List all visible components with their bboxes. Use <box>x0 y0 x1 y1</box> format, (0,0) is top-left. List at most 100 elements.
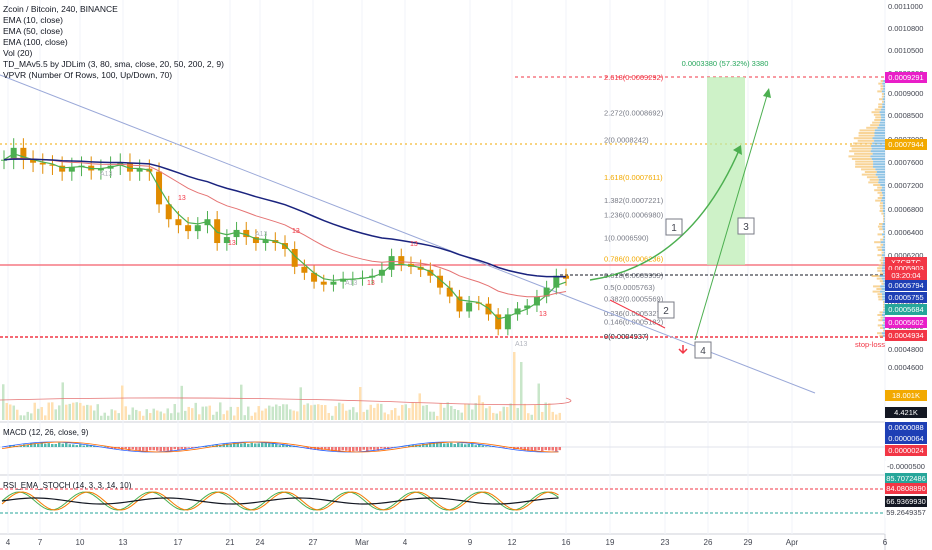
price-label-badge: 0.0005755 <box>885 292 927 303</box>
vpvr-bar <box>884 236 885 238</box>
vpvr-bar <box>862 174 876 176</box>
vpvr-bar <box>850 145 871 147</box>
volume-bar <box>261 411 264 420</box>
macd-histogram-bar <box>244 443 247 447</box>
volume-bar <box>489 406 492 420</box>
vpvr-bar <box>878 298 882 300</box>
volume-bar <box>394 408 397 420</box>
candle-body <box>214 219 220 243</box>
volume-bar <box>79 403 82 420</box>
candle-body <box>234 230 240 237</box>
vpvr-bar <box>874 189 880 191</box>
x-tick-label: Apr <box>786 538 799 547</box>
vpvr-bar <box>874 132 885 134</box>
vpvr-bar <box>865 171 877 173</box>
volume-bar <box>156 410 159 420</box>
volume-bar <box>450 406 453 420</box>
y-tick-label: 0.0006400 <box>888 228 923 237</box>
volume-bar <box>496 414 499 420</box>
macd-histogram-bar <box>268 444 271 447</box>
macd-histogram-bar <box>167 447 170 451</box>
volume-bar <box>55 409 58 420</box>
stoch-value-badge: 59.2649357 <box>885 507 927 518</box>
vpvr-bar <box>880 311 883 313</box>
volume-bar <box>254 412 257 420</box>
volume-bar <box>419 393 422 420</box>
volume-bar <box>107 416 110 420</box>
vpvr-bar <box>877 192 882 194</box>
macd-histogram-bar <box>146 447 149 452</box>
vpvr-bar <box>873 184 880 186</box>
y-tick-label: 0.0007600 <box>888 158 923 167</box>
stoch-label: RSI_EMA_STOCH (14, 3, 3, 14, 10) <box>3 481 131 490</box>
vpvr-bar <box>874 119 880 121</box>
volume-bar <box>506 407 509 420</box>
volume-bar <box>27 412 30 420</box>
vpvr-bar <box>881 109 885 111</box>
volume-bar <box>412 402 415 420</box>
vpvr-bar <box>878 176 885 178</box>
volume-bar <box>93 411 96 420</box>
volume-bar <box>128 415 131 420</box>
vpvr-bar <box>880 244 883 246</box>
price-label-badge: 18.001K <box>885 390 927 401</box>
vpvr-bar <box>881 80 884 82</box>
target-zone <box>707 77 745 265</box>
vpvr-bar <box>873 285 880 287</box>
price-axis[interactable]: 0.00110000.00108000.00105000.00099000.00… <box>888 2 923 414</box>
macd-histogram-bar <box>55 444 58 447</box>
volume-bar <box>415 403 418 420</box>
fib-label: 0.5(0.0005763) <box>604 283 655 292</box>
volume-bar <box>265 408 268 420</box>
macd-histogram-bar <box>380 447 383 449</box>
macd-histogram-bar <box>48 443 51 447</box>
volume-bar <box>289 409 292 420</box>
vpvr-bar <box>873 163 885 165</box>
volume-bar <box>268 406 271 420</box>
vpvr-bar <box>883 236 884 238</box>
vpvr-bar <box>878 319 882 321</box>
macd-histogram-bar <box>188 447 191 448</box>
price-label-badge: 0.0005794 <box>885 280 927 291</box>
legend-line: Vol (20) <box>3 48 224 59</box>
macd-histogram-bar <box>58 443 61 447</box>
volume-bar <box>468 404 471 420</box>
volume-bar <box>205 406 208 420</box>
vpvr-bar <box>884 220 885 222</box>
vpvr-bar <box>881 114 885 116</box>
volume-bar <box>219 402 222 420</box>
fib-label: 2.272(0.0008692) <box>604 109 664 118</box>
volume-bar <box>76 402 79 420</box>
annotation-box-label: 1 <box>671 223 677 234</box>
volume-bar <box>69 404 72 420</box>
macd-histogram-bar <box>538 447 541 450</box>
volume-bar <box>223 414 226 420</box>
macd-histogram-bar <box>324 447 327 449</box>
macd-histogram-bar <box>450 443 453 447</box>
vpvr-bar <box>879 335 882 337</box>
vpvr-bar <box>883 228 885 230</box>
volume-bar <box>310 405 313 420</box>
x-tick-label: 17 <box>174 538 183 547</box>
volume-bar <box>177 413 180 420</box>
price-label-badge: 0.0005602 <box>885 317 927 328</box>
volume-bar <box>499 411 502 420</box>
volume-bar <box>433 412 436 420</box>
y-tick-label: 0.0007200 <box>888 181 923 190</box>
vpvr-bar <box>879 98 883 100</box>
vpvr-bar <box>883 202 885 204</box>
volume-bar <box>538 384 541 420</box>
volume-bar <box>135 410 138 420</box>
td-count-label: 13 <box>367 280 375 287</box>
macd-histogram-bar <box>356 447 359 451</box>
vpvr-bar <box>882 254 885 256</box>
volume-bar <box>300 387 303 420</box>
vpvr-bar <box>877 254 882 256</box>
volume-bar <box>534 405 537 420</box>
x-tick-label: 26 <box>704 538 713 547</box>
volume-bar <box>142 416 145 420</box>
vpvr-bar <box>873 161 885 163</box>
vpvr-bar <box>855 166 873 168</box>
volume-bar <box>366 410 369 420</box>
